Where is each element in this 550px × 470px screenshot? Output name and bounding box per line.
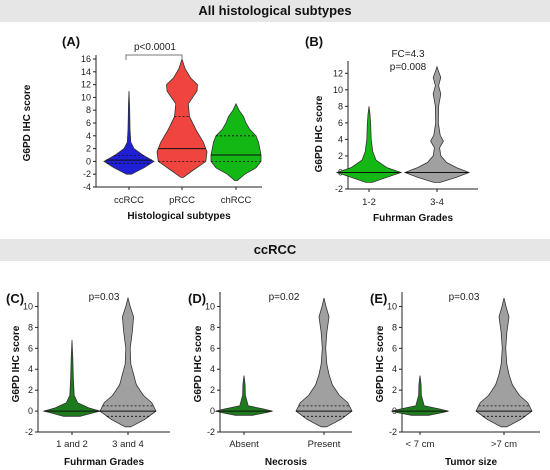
panel-c-x-tick-label: 1 and 2 xyxy=(56,439,88,450)
panel-b-violin-1-2 xyxy=(335,106,403,183)
panel-a-violin-chrcc xyxy=(210,102,262,181)
panel-c-label: (C) xyxy=(6,291,24,306)
panel-a-y-tick-label: 2 xyxy=(86,144,91,154)
panel-c-y-tick-label: 2 xyxy=(28,385,33,395)
panel-a-label: (A) xyxy=(62,34,80,49)
panel-a-y-tick-label: 4 xyxy=(86,131,91,141)
panel-a-y-tick-label: 8 xyxy=(86,105,91,115)
panel-e-x-tick-label: < 7 cm xyxy=(406,439,435,450)
panel-a-violin-prcc xyxy=(156,57,208,178)
panel-e-y-tick-label: 8 xyxy=(392,322,397,332)
panel-b-x-tick-label: 3-4 xyxy=(430,197,444,208)
panel-b-x-tick-label: 1-2 xyxy=(362,197,376,208)
panel-d-violin-present xyxy=(295,298,353,428)
panel-a-y-tick-label: 6 xyxy=(86,118,91,128)
panel-a-y-tick-label: 14 xyxy=(81,67,91,77)
panel-c-x-axis-label: Fuhrman Grades xyxy=(64,457,144,468)
panel-d-x-tick-label: Present xyxy=(308,439,341,450)
panel-a-x-axis-label: Histological subtypes xyxy=(127,211,231,222)
panel-b-y-axis-label: G6PD IHC score xyxy=(314,95,325,172)
panel-a-y-tick-label: 10 xyxy=(81,92,91,102)
panel-e-violin--7-cm xyxy=(475,298,533,428)
panel-d-violin-absent xyxy=(214,375,274,416)
section-title-all-subtypes: All histological subtypes xyxy=(0,0,550,22)
panel-c-y-tick-label: 10 xyxy=(23,301,33,311)
panel-c-violin-3-and-4 xyxy=(99,296,157,428)
panel-e-y-axis-label: G6PD IHC score xyxy=(375,325,386,402)
panel-d-y-tick-label: 10 xyxy=(205,301,215,311)
panel-a-y-tick-label: 0 xyxy=(86,156,91,166)
panel-b-y-tick-label: 8 xyxy=(338,101,343,111)
panel-d-y-tick-label: 8 xyxy=(210,322,215,332)
panel-a-annotation: p<0.0001 xyxy=(134,42,176,53)
panel-c-annotation: p=0.03 xyxy=(89,292,120,303)
panel-c-y-tick-label: 8 xyxy=(28,322,33,332)
section-title-ccrcc: ccRCC xyxy=(0,239,550,261)
panel-b-y-tick-label: 12 xyxy=(333,68,343,78)
panel-b-y-tick-label: 6 xyxy=(338,118,343,128)
panel-d-annotation: p=0.02 xyxy=(269,292,300,303)
panel-a-y-tick-label: -4 xyxy=(83,182,91,192)
panel-c-y-tick-label: 6 xyxy=(28,343,33,353)
panel-b-y-tick-label: 2 xyxy=(338,151,343,161)
panel-e-violin--7-cm xyxy=(390,375,450,416)
panel-c-y-axis-label: G6PD IHC score xyxy=(11,325,22,402)
panel-e-x-tick-label: >7 cm xyxy=(491,439,517,450)
panel-d-y-tick-label: 0 xyxy=(210,406,215,416)
panel-e-y-tick-label: 2 xyxy=(392,385,397,395)
panel-a-y-axis-label: G6PD IHC score xyxy=(22,84,33,161)
panel-d-label: (D) xyxy=(188,291,206,306)
panel-d-y-tick-label: -2 xyxy=(207,427,215,437)
panel-a-violin-ccrcc xyxy=(103,90,155,175)
panel-a-x-tick-label: pRCC xyxy=(169,195,195,206)
panel-e-x-axis-label: Tumor size xyxy=(445,457,497,468)
panel-a-significance-bracket xyxy=(125,54,183,60)
panel-d-x-axis-label: Necrosis xyxy=(265,457,308,468)
panel-e-y-tick-label: 10 xyxy=(387,301,397,311)
panel-b-annotation-2: p=0.008 xyxy=(390,62,427,73)
panel-d-y-tick-label: 4 xyxy=(210,364,215,374)
panel-b-y-tick-label: 10 xyxy=(333,85,343,95)
panel-c-y-tick-label: 4 xyxy=(28,364,33,374)
panel-c-y-tick-label: 0 xyxy=(28,406,33,416)
panel-a-x-tick-label: chRCC xyxy=(221,195,252,206)
panel-a-y-tick-label: -2 xyxy=(83,169,91,179)
panel-d-y-tick-label: 2 xyxy=(210,385,215,395)
panel-b-x-axis-label: Fuhrman Grades xyxy=(373,213,453,224)
panel-d-y-tick-label: 6 xyxy=(210,343,215,353)
panel-e-y-tick-label: 4 xyxy=(392,364,397,374)
panel-b-y-tick-label: 4 xyxy=(338,134,343,144)
panel-e-annotation: p=0.03 xyxy=(449,292,480,303)
panel-c-y-tick-label: -2 xyxy=(25,427,33,437)
panel-a-y-tick-label: 16 xyxy=(81,54,91,64)
panel-e-y-tick-label: -2 xyxy=(389,427,397,437)
panel-b-y-tick-label: -2 xyxy=(335,184,343,194)
panel-d-y-axis-label: G6PD IHC score xyxy=(193,325,204,402)
panel-b-annotation: FC=4.3 xyxy=(391,49,425,60)
panel-c-x-tick-label: 3 and 4 xyxy=(112,439,144,450)
panel-b-violin-3-4 xyxy=(403,65,471,183)
panel-b-label: (B) xyxy=(305,34,323,49)
panel-d-x-tick-label: Absent xyxy=(229,439,259,450)
panel-e-y-tick-label: 6 xyxy=(392,343,397,353)
panel-c-violin-1-and-2 xyxy=(42,339,102,417)
panel-e-label: (E) xyxy=(370,291,387,306)
panel-a-x-tick-label: ccRCC xyxy=(114,195,144,206)
panel-a-y-tick-label: 12 xyxy=(81,80,91,90)
